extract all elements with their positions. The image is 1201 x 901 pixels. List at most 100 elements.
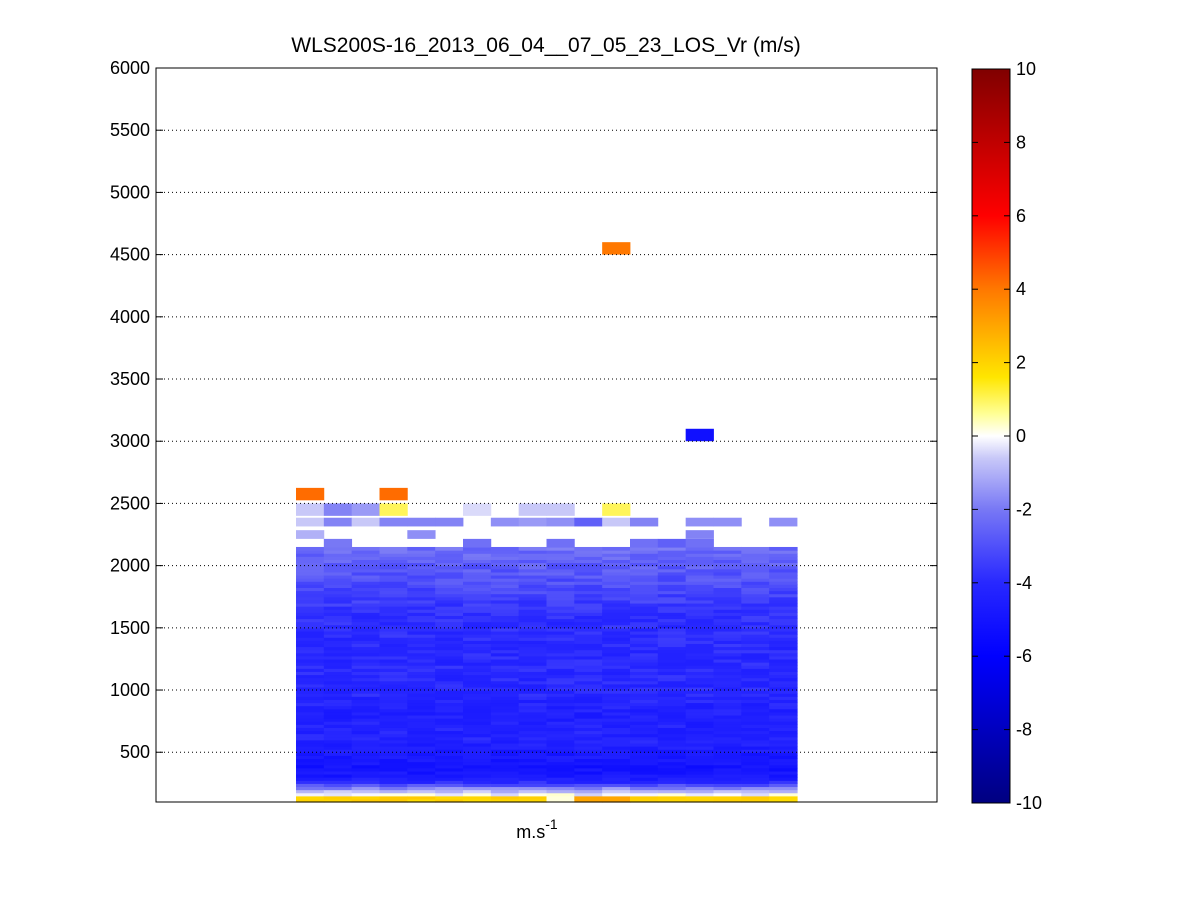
heatmap-cell	[323, 621, 353, 626]
heatmap-cell	[630, 602, 659, 607]
heatmap-cell	[379, 752, 408, 756]
heatmap-cell	[685, 652, 715, 657]
heatmap-cell	[546, 640, 575, 644]
heatmap-cell	[518, 714, 548, 719]
heatmap-cell	[657, 696, 687, 700]
heatmap-cell	[518, 668, 548, 672]
heatmap-cell	[435, 690, 464, 694]
heatmap-cell	[351, 786, 381, 791]
heatmap-cell	[490, 711, 520, 716]
heatmap-cell	[435, 711, 464, 716]
heatmap-cell	[546, 792, 575, 797]
heatmap-cell	[546, 581, 575, 585]
heatmap-cell	[685, 718, 715, 722]
heatmap-cell	[407, 562, 436, 567]
heatmap-cell	[490, 668, 520, 672]
heatmap-cell	[657, 780, 687, 784]
heatmap-cell	[296, 758, 325, 763]
heatmap-cell	[351, 736, 381, 741]
heatmap-cell	[741, 755, 770, 760]
heatmap-cell	[546, 668, 575, 672]
heatmap-cell	[407, 627, 436, 632]
heatmap-cell	[296, 550, 325, 554]
heatmap-cell	[407, 749, 436, 753]
heatmap-cell	[323, 553, 353, 557]
heatmap-cell	[323, 559, 353, 564]
heatmap-cell	[435, 668, 464, 672]
heatmap-cell	[657, 730, 687, 735]
heatmap-cell	[379, 758, 408, 763]
heatmap-cell	[351, 764, 381, 769]
heatmap-cell	[323, 705, 353, 710]
x-axis-label-base: m.s	[516, 822, 545, 842]
heatmap-cell	[463, 674, 492, 679]
heatmap-cell	[685, 593, 715, 598]
heatmap-cell	[323, 634, 353, 638]
heatmap-cell	[296, 593, 325, 598]
heatmap-cell	[546, 618, 575, 623]
heatmap-cell	[351, 587, 381, 592]
heatmap-cell	[657, 758, 687, 763]
heatmap-cell	[351, 711, 381, 716]
heatmap-cell	[490, 634, 520, 638]
heatmap-cell	[741, 599, 770, 604]
heatmap-cell	[602, 602, 631, 607]
heatmap-cell	[769, 584, 798, 588]
y-tick-label: 2000	[110, 556, 150, 576]
heatmap-cell	[546, 708, 575, 713]
heatmap-cell	[463, 640, 492, 644]
heatmap-cell	[296, 568, 325, 573]
heatmap-cell	[435, 696, 464, 700]
heatmap-cell	[546, 568, 575, 573]
heatmap-cell	[630, 565, 659, 570]
heatmap-cell	[685, 783, 715, 788]
heatmap-cell	[351, 550, 381, 554]
heatmap-cell	[713, 696, 742, 700]
heatmap-cell	[296, 702, 325, 707]
heatmap-cell	[741, 718, 770, 722]
heatmap-cell	[490, 621, 520, 626]
heatmap-cell	[435, 736, 464, 741]
heatmap-cell	[741, 789, 770, 794]
heatmap-cell	[657, 574, 687, 579]
heatmap-cell	[351, 714, 381, 719]
heatmap-cell	[769, 736, 798, 741]
heatmap-cell	[685, 724, 715, 728]
heatmap-cell	[769, 764, 798, 769]
heatmap-cell	[463, 609, 492, 613]
heatmap-cell	[518, 571, 548, 576]
heatmap-cell	[657, 798, 687, 803]
heatmap-cell	[546, 546, 575, 551]
heatmap-cell	[296, 714, 325, 719]
heatmap-cell	[407, 550, 436, 554]
heatmap-cell	[602, 593, 631, 598]
heatmap-cell	[435, 789, 464, 794]
heatmap-cell	[379, 565, 408, 570]
heatmap-cell	[323, 618, 353, 623]
heatmap-cell	[463, 649, 492, 654]
heatmap-cell	[741, 770, 770, 775]
heatmap-cell	[602, 553, 631, 557]
heatmap-cell	[490, 749, 520, 753]
heatmap-cell	[379, 671, 408, 676]
heatmap-cell	[490, 721, 520, 725]
heatmap-cell	[574, 702, 603, 707]
heatmap-cell	[630, 702, 659, 707]
heatmap-cell	[741, 749, 770, 753]
heatmap-cell	[435, 730, 464, 735]
heatmap-cell	[741, 742, 770, 747]
heatmap-cell	[546, 634, 575, 638]
heatmap-cell	[769, 746, 798, 750]
heatmap-cell	[574, 624, 603, 629]
heatmap-cell-isolated	[296, 530, 325, 539]
heatmap-cell	[323, 742, 353, 747]
heatmap-cell	[713, 587, 742, 592]
heatmap-cell	[546, 764, 575, 769]
heatmap-cell-isolated	[296, 487, 325, 501]
heatmap-cell	[463, 562, 492, 567]
heatmap-cell	[296, 655, 325, 660]
heatmap-cell	[574, 634, 603, 638]
heatmap-cell	[630, 590, 659, 595]
heatmap-cell	[296, 746, 325, 750]
heatmap-cell	[435, 752, 464, 756]
